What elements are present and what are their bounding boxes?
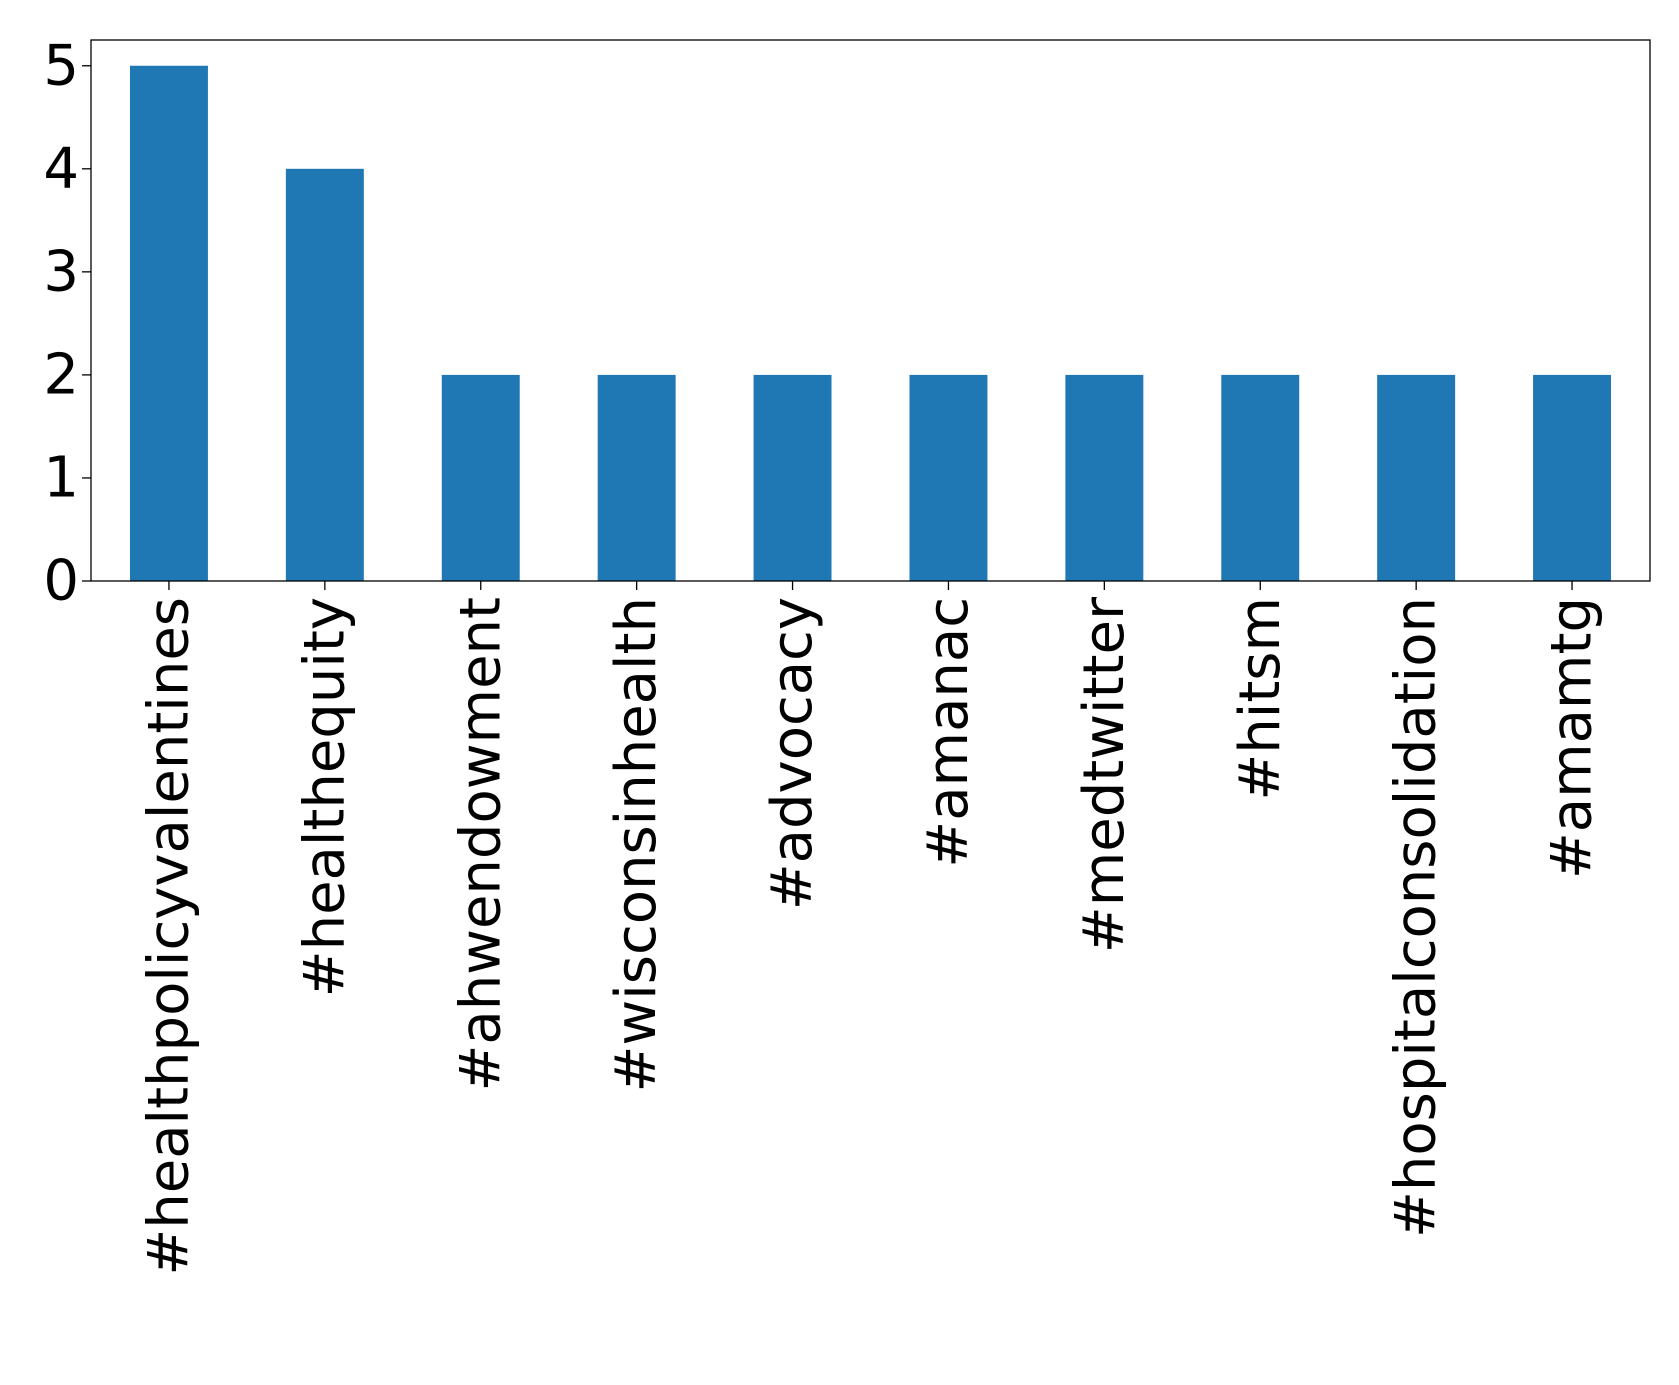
y-axis: 0 1 2 3 4 5 [43,33,91,614]
y-tick-label-0: 0 [43,549,79,614]
bar-9 [1533,374,1612,581]
y-tick-label-3: 3 [43,239,79,304]
bar-0 [129,65,208,581]
bar-3 [597,374,676,581]
bar-5 [909,374,988,581]
x-tick-label-3: #wisconsinhealth [604,597,669,1093]
bar-8 [1377,374,1456,581]
x-tick-label-0: #healthpolicyvalentines [136,597,201,1276]
bar-7 [1221,374,1300,581]
y-tick-label-1: 1 [43,445,79,510]
bar-4 [753,374,832,581]
x-tick-label-6: #medtwitter [1072,596,1137,953]
x-tick-label-2: #ahwendowment [448,597,513,1092]
plot-frame [90,39,1651,582]
x-tick-label-4: #advocacy [760,597,825,910]
bar-1 [285,168,364,582]
bar-2 [441,374,520,581]
x-tick-label-7: #hitsm [1228,597,1293,801]
y-tick-label-5: 5 [43,33,79,98]
x-axis: #healthpolicyvalentines #healthequity #ahw… [136,581,1605,1276]
x-tick-label-5: #amanac [916,597,981,868]
x-tick-label-8: #hospitalconsolidation [1384,597,1449,1238]
x-tick-label-9: #amamtg [1540,597,1605,879]
y-tick-label-2: 2 [43,342,79,407]
x-tick-label-1: #healthequity [292,597,357,997]
bars-group [129,65,1612,582]
y-tick-label-4: 4 [43,136,79,201]
bar-6 [1065,374,1144,581]
